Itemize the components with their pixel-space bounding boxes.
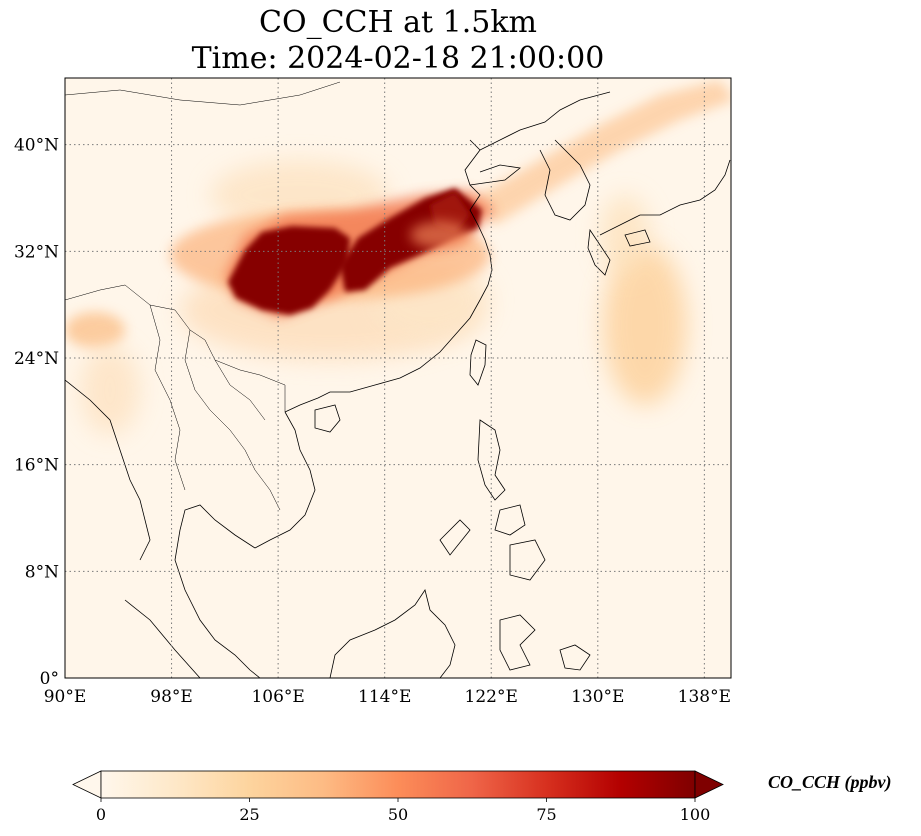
japan-shikoku [624,229,651,247]
lat-tick-labels: 0° 8°N 16°N 24°N 32°N 40°N [14,136,59,689]
colorbar-ticks: 0 25 50 75 100 [96,798,710,824]
lat-tick-label: 8°N [25,562,59,582]
colorbar-tick-label: 75 [536,805,556,824]
malay-peninsula [174,529,261,678]
gridlines [65,78,731,678]
map-time-subtitle: Time: 2024-02-18 21:00:00 [191,41,605,76]
colorbar: 0 25 50 75 100 [72,770,724,824]
colorbar-extend-max [694,770,724,799]
lat-tick-label: 24°N [14,349,59,369]
haze-east-japan [603,245,687,405]
lat-tick-label: 40°N [14,136,59,156]
taiwan [469,339,487,386]
colorbar-extend-min [72,770,102,799]
colorbar-label: CO_CCH (ppbv) [768,772,892,792]
lon-tick-label: 114°E [358,687,411,707]
lon-tick-labels: 90°E 98°E 106°E 114°E 122°E 130°E 138°E [44,687,731,707]
shandong-coast [469,164,521,186]
japan-honshu [599,159,731,236]
colorbar-tick-label: 25 [239,805,259,824]
lon-tick-label: 122°E [465,687,518,707]
palawan [439,519,471,556]
china-coastline [284,139,493,413]
colorbar-tick-label: 0 [96,805,106,824]
borneo [329,589,456,678]
haze-myanmar [65,312,125,348]
luzon [477,419,506,501]
lat-tick-label: 16°N [14,456,59,476]
co-field [65,80,731,435]
lon-tick-label: 98°E [150,687,193,707]
map-title: CO_CCH at 1.5km [259,5,537,40]
inner-border-china [65,284,286,412]
liaodong-coast [479,91,611,151]
colorbar-body [100,770,696,799]
haze-myanmar-south [80,345,140,435]
sulawesi [499,614,536,671]
inner-border-mongolia [65,81,341,106]
lon-tick-label: 90°E [44,687,87,707]
new-guinea [559,644,591,671]
inner-border-indochina [149,304,281,511]
lat-tick-label: 32°N [14,242,59,262]
hainan [314,404,341,433]
map-frame [64,77,732,679]
lon-tick-label: 130°E [571,687,624,707]
plume-north-china [410,221,470,249]
indochina-gulf [179,504,256,549]
plume-korea-corridor [470,80,731,225]
korea-coast [539,139,591,221]
visayas [494,504,526,536]
mindanao [509,539,546,581]
japan-kyushu [587,228,611,276]
colorbar-tick-label: 50 [388,805,408,824]
lon-tick-label: 106°E [251,687,304,707]
vietnam-coast [254,411,316,549]
colorbar-tick-label: 100 [680,805,711,824]
plume-sichuan-core [228,226,350,315]
sumatra [124,599,201,678]
lat-tick-label: 0° [40,669,59,689]
lon-tick-label: 138°E [678,687,731,707]
coastlines [65,81,731,678]
